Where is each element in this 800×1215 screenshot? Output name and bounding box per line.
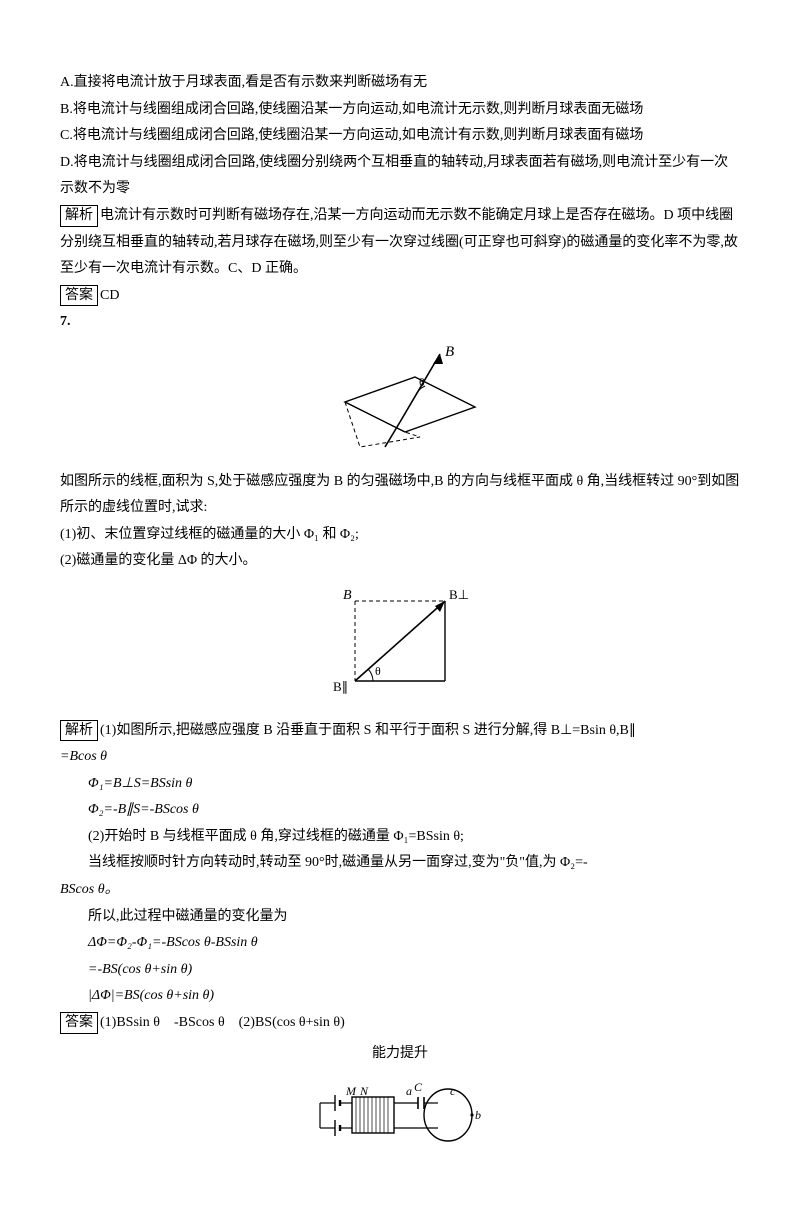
a7l8: =-BS(cos θ+sin θ) [60, 957, 740, 984]
fig1-b-label: B [445, 344, 454, 360]
fig2-bleft: B∥ [333, 679, 348, 694]
a7l4: (2)开始时 B 与线框平面成 θ 角,穿过线框的磁通量 Φ₁=BSsin θ; [60, 824, 740, 851]
fig1-theta-label: θ [419, 375, 425, 389]
a7l1: (1)如图所示,把磁感应强度 B 沿垂直于面积 S 和平行于面积 S 进行分解,… [100, 723, 636, 738]
a7l5b: BScos θ。 [60, 877, 740, 904]
a7l3: Φ₂=-B∥S=-BScos θ [60, 797, 740, 824]
svg-text:C: C [414, 1080, 423, 1094]
option-b: B.将电流计与线圈组成闭合回路,使线圈沿某一方向运动,如电流计无示数,则判断月球… [60, 97, 740, 124]
question-7-number: 7. [60, 309, 740, 336]
fig3-n: N [359, 1084, 369, 1098]
fig3-a: a [406, 1084, 412, 1098]
a7l9: |ΔΦ|=BS(cos θ+sin θ) [60, 983, 740, 1010]
q7-sub2: (2)磁通量的变化量 ΔΦ 的大小。 [60, 548, 740, 575]
analysis-label-2: 解析 [60, 720, 98, 742]
option-a: A.直接将电流计放于月球表面,看是否有示数来判断磁场有无 [60, 70, 740, 97]
fig2-theta: θ [375, 664, 381, 678]
ability-title: 能力提升 [60, 1041, 740, 1068]
figure-ability: M N a c C b [60, 1073, 740, 1169]
answer-6-text: CD [100, 288, 119, 303]
a7l2: Φ₁=B⊥S=BSsin θ [60, 771, 740, 798]
analysis-7-l1: 解析(1)如图所示,把磁感应强度 B 沿垂直于面积 S 和平行于面积 S 进行分… [60, 718, 740, 745]
answer-label-2: 答案 [60, 1012, 98, 1034]
q7-stem: 如图所示的线框,面积为 S,处于磁感应强度为 B 的匀强磁场中,B 的方向与线框… [60, 469, 740, 522]
q7-sub1: (1)初、末位置穿过线框的磁通量的大小 Φ₁ 和 Φ₂; [60, 522, 740, 549]
fig3-b: b [475, 1108, 481, 1122]
fig3-m: M [345, 1084, 357, 1098]
analysis-6-text: 电流计有示数时可判断有磁场存在,沿某一方向运动而无示数不能确定月球上是否存在磁场… [60, 208, 738, 276]
q7-num: 7. [60, 314, 71, 329]
fig2-b: B [343, 588, 352, 603]
figure-7b: θ B B⊥ B∥ [60, 581, 740, 712]
fig2-bup: B⊥ [449, 587, 469, 602]
answer-7-text: (1)BSsin θ -BScos θ (2)BS(cos θ+sin θ) [100, 1015, 345, 1030]
a7l5: 当线框按顺时针方向转动时,转动至 90°时,磁通量从另一面穿过,变为"负"值,为… [60, 850, 740, 877]
answer-7: 答案(1)BSsin θ -BScos θ (2)BS(cos θ+sin θ) [60, 1010, 740, 1037]
figure-7a: B θ [60, 342, 740, 463]
fig3-c: c [450, 1084, 456, 1098]
a7l1b: =Bcos θ [60, 744, 740, 771]
option-d: D.将电流计与线圈组成闭合回路,使线圈分别绕两个互相垂直的轴转动,月球表面若有磁… [60, 150, 740, 203]
answer-label: 答案 [60, 285, 98, 307]
analysis-6: 解析电流计有示数时可判断有磁场存在,沿某一方向运动而无示数不能确定月球上是否存在… [60, 203, 740, 283]
answer-6: 答案CD [60, 283, 740, 310]
option-c: C.将电流计与线圈组成闭合回路,使线圈沿某一方向运动,如电流计有示数,则判断月球… [60, 123, 740, 150]
a7l7: ΔΦ=Φ₂-Φ₁=-BScos θ-BSsin θ [60, 930, 740, 957]
analysis-label: 解析 [60, 205, 98, 227]
a7l6: 所以,此过程中磁通量的变化量为 [60, 904, 740, 931]
